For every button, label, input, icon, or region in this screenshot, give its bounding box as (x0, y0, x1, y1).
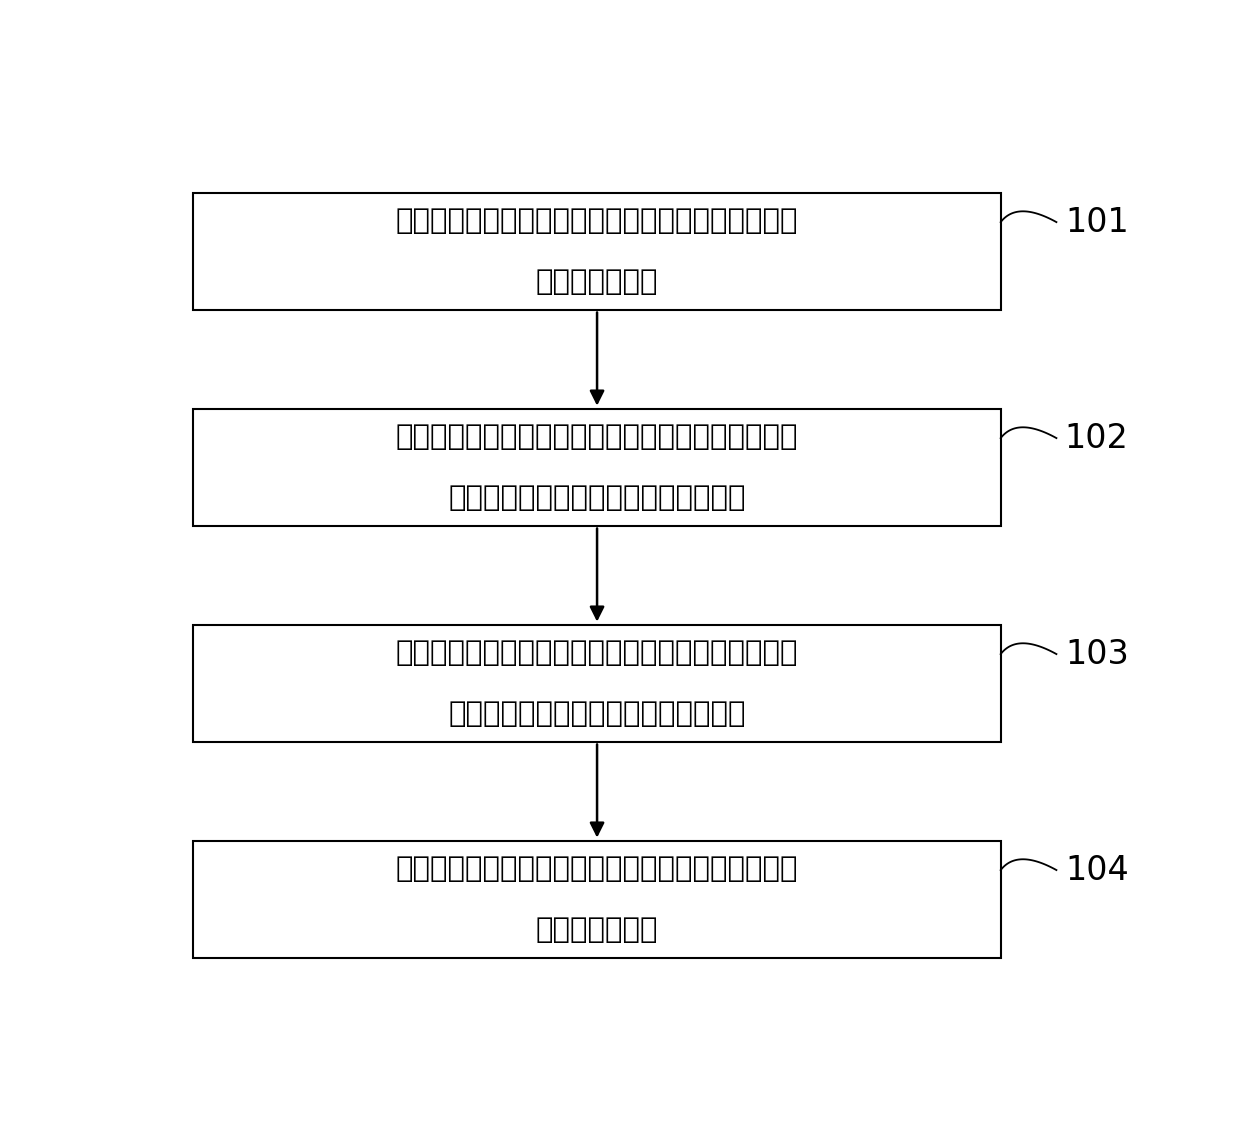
FancyBboxPatch shape (193, 625, 1001, 742)
Text: 102: 102 (1065, 422, 1128, 454)
FancyBboxPatch shape (193, 193, 1001, 310)
FancyBboxPatch shape (193, 840, 1001, 957)
Text: 基于每一扫描线的偏移量，对所述多个待接边点云数: 基于每一扫描线的偏移量，对所述多个待接边点云数 (396, 855, 799, 883)
Text: 104: 104 (1065, 854, 1128, 886)
Text: 101: 101 (1065, 205, 1128, 239)
Text: 据进行两两拼接: 据进行两两拼接 (536, 916, 658, 944)
Text: 获取待接边点云数据集合，从待接边点云数据集合中: 获取待接边点云数据集合，从待接边点云数据集合中 (396, 206, 799, 234)
Text: 边点云数据集合中每一扫描线的偏移量: 边点云数据集合中每一扫描线的偏移量 (449, 699, 745, 727)
Text: 从待接边点云数据集合的每两个待接边点云数据中分: 从待接边点云数据集合的每两个待接边点云数据中分 (396, 423, 799, 451)
Text: 提取扫描线结构: 提取扫描线结构 (536, 267, 658, 295)
Text: 103: 103 (1065, 637, 1128, 671)
FancyBboxPatch shape (193, 408, 1001, 525)
Text: 基于控制点和待接边点云数据的对应关系，计算待接: 基于控制点和待接边点云数据的对应关系，计算待接 (396, 638, 799, 666)
Text: 别提取若干控制点，形成控制点对集合: 别提取若干控制点，形成控制点对集合 (449, 484, 745, 512)
